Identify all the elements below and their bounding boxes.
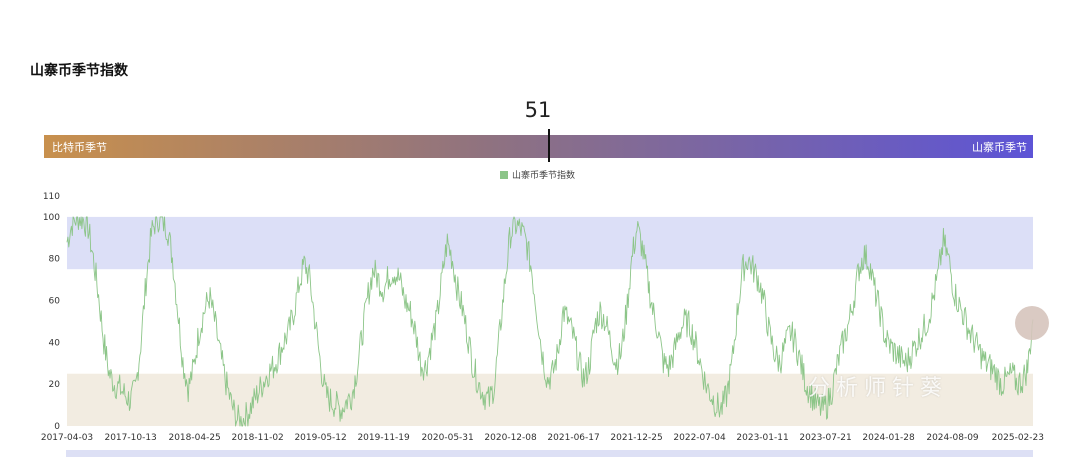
y-tick-label: 110 bbox=[43, 192, 60, 202]
x-tick-label: 2024-01-28 bbox=[862, 433, 915, 443]
gauge-left-label: 比特币季节 bbox=[52, 141, 107, 154]
y-tick-label: 80 bbox=[49, 255, 61, 265]
season-gauge-bar: 比特币季节 山寨币季节 bbox=[44, 135, 1033, 158]
x-tick-label: 2020-12-08 bbox=[484, 433, 537, 443]
x-tick-label: 2019-05-12 bbox=[294, 433, 346, 443]
legend-label: 山寨币季节指数 bbox=[512, 171, 576, 181]
page-title: 山寨币季节指数 bbox=[30, 63, 128, 79]
x-tick-label: 2018-11-02 bbox=[231, 433, 283, 443]
x-tick-label: 2024-08-09 bbox=[926, 433, 979, 443]
x-tick-label: 2023-01-11 bbox=[736, 433, 788, 443]
x-tick-label: 2020-05-31 bbox=[421, 433, 473, 443]
floating-action-button[interactable] bbox=[1015, 306, 1049, 340]
gauge-marker bbox=[548, 129, 550, 162]
x-tick-label: 2018-04-25 bbox=[168, 433, 220, 443]
gauge-right-label: 山寨币季节 bbox=[972, 141, 1027, 154]
y-tick-label: 0 bbox=[54, 422, 60, 432]
x-tick-label: 2021-12-25 bbox=[610, 433, 662, 443]
y-tick-label: 100 bbox=[43, 213, 60, 223]
current-index-value: 51 bbox=[524, 98, 552, 122]
x-tick-label: 2025-02-23 bbox=[992, 433, 1044, 443]
x-tick-label: 2017-10-13 bbox=[104, 433, 156, 443]
y-tick-label: 40 bbox=[49, 338, 61, 348]
range-slider-strip[interactable] bbox=[66, 450, 1033, 457]
x-tick-label: 2023-07-21 bbox=[799, 433, 851, 443]
x-tick-label: 2021-06-17 bbox=[547, 433, 599, 443]
y-tick-label: 20 bbox=[49, 380, 61, 390]
series-line-altcoin-season-index bbox=[66, 216, 1034, 427]
watermark-text: 分析师针葵 bbox=[808, 376, 949, 401]
band-altseason bbox=[67, 216, 1033, 270]
y-tick-label: 60 bbox=[49, 297, 61, 307]
chart-legend[interactable]: 山寨币季节指数 bbox=[500, 168, 575, 181]
x-tick-label: 2022-07-04 bbox=[673, 433, 726, 443]
x-tick-label: 2017-04-03 bbox=[41, 433, 93, 443]
x-tick-label: 2019-11-19 bbox=[357, 433, 410, 443]
legend-swatch bbox=[500, 170, 508, 179]
